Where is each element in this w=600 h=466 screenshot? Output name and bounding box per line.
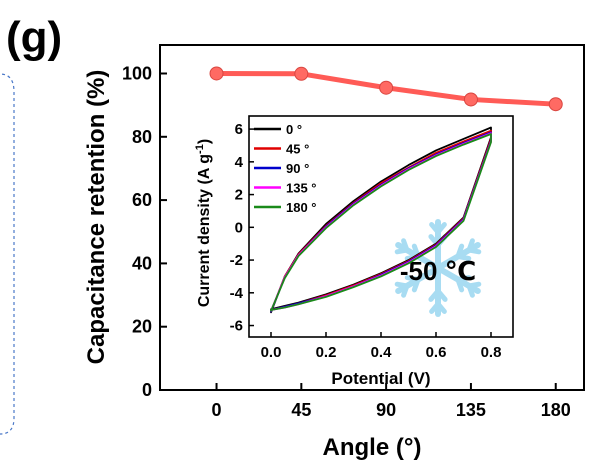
inset-legend: 0 ° 45 ° 90 ° 135 ° 180 ° [254,122,317,215]
inset-y-tick-label: -4 [230,285,244,302]
retention-point [379,80,394,95]
snowflake-icon [394,219,482,317]
inset-y-axis-label-close: ) [196,139,213,144]
inset-x-ticks: 0.0 0.2 0.4 0.6 0.8 [261,332,502,361]
retention-point [548,97,563,112]
main-x-ticks: 0 45 90 135 180 [212,383,571,420]
legend-label: 180 ° [286,200,317,215]
inset-x-tick-label: 0.8 [481,344,502,361]
inset-y-tick-label: -2 [230,252,243,269]
legend-label: 0 ° [286,122,302,137]
main-x-axis-label: Angle (°) [323,434,422,461]
main-y-tick-label: 20 [132,317,152,337]
main-y-tick-label: 60 [132,190,152,210]
cv-curve [270,133,492,312]
main-y-tick-label: 40 [132,253,152,273]
main-plot-frame [159,44,585,391]
main-x-tick-label: 135 [456,400,486,420]
inset-y-tick-label: 0 [235,219,243,236]
main-y-axis-label: Capacitance retention (%) [83,70,110,365]
retention-point [209,66,224,81]
inset-y-axis-label: Current density (A g-1) [194,139,213,307]
inset-x-axis-label: Potential (V) [331,369,430,388]
main-y-tick-label: 0 [142,380,152,400]
inset-y-tick-label: 6 [235,121,243,138]
inset-y-ticks: -6 -4 -2 0 2 4 6 [230,121,254,335]
inset-y-axis-label-main: Current density (A g [196,154,213,307]
inset-background [249,116,513,337]
legend-label: 135 ° [286,181,317,196]
main-y-ticks: 0 20 40 60 80 100 [122,63,167,400]
inset-series [270,126,492,314]
retention-point [463,92,478,107]
retention-point [294,66,309,81]
main-series [209,66,563,112]
inset-y-axis-label-sup: -1 [194,144,206,154]
neighbour-panel-frame [0,73,15,435]
panel-label: (g) [6,13,62,62]
inset-x-tick-label: 0.0 [261,344,282,361]
inset-x-tick-label: 0.6 [426,344,447,361]
main-y-tick-label: 80 [132,127,152,147]
legend-label: 45 ° [286,142,309,157]
legend-label: 90 ° [286,161,309,176]
main-x-tick-label: 180 [541,400,571,420]
inset-y-tick-label: 4 [235,154,244,171]
main-x-tick-label: 90 [376,400,396,420]
inset-y-tick-label: -6 [230,318,243,335]
inset-x-tick-label: 0.4 [371,344,393,361]
main-x-tick-label: 45 [291,400,311,420]
inset-y-tick-label: 2 [235,187,243,204]
main-x-tick-label: 0 [212,400,222,420]
inset-x-tick-label: 0.2 [316,344,337,361]
main-y-tick-label: 100 [122,63,152,83]
